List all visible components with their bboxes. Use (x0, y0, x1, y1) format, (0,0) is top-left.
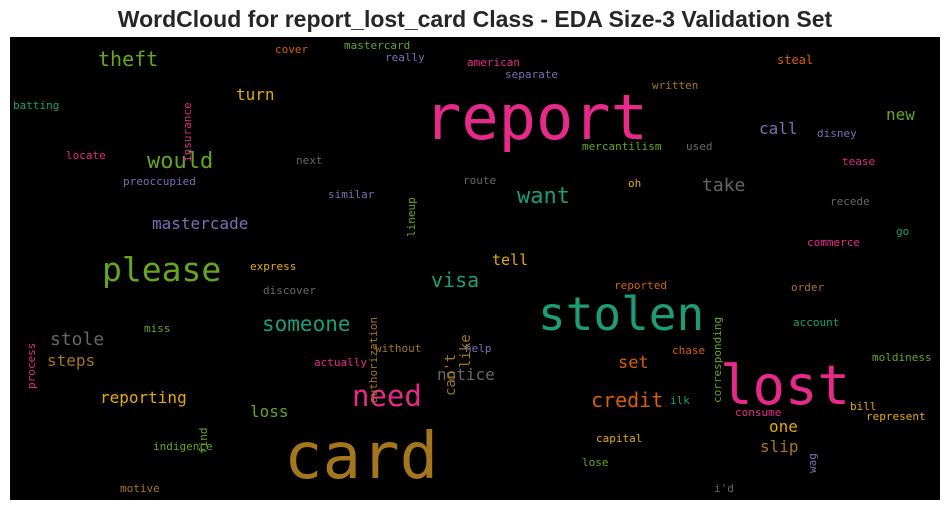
word-represent: represent (866, 410, 926, 423)
word-visa: visa (431, 268, 480, 292)
word-moldiness: moldiness (872, 351, 932, 364)
word-recede: recede (830, 195, 870, 208)
word-process: process (25, 342, 38, 390)
word-can-t: can't (443, 353, 459, 396)
word-commerce: commerce (807, 236, 860, 249)
word-similar: similar (328, 188, 375, 201)
word-take: take (702, 175, 746, 196)
word-would: would (147, 149, 214, 174)
word-turn: turn (236, 85, 275, 104)
word-slip: slip (760, 437, 799, 456)
word-report: report (424, 81, 648, 154)
word-mercantilism: mercantilism (582, 140, 662, 153)
word-mastercade: mastercade (152, 214, 249, 233)
word-stole: stole (50, 329, 105, 350)
word-separate: separate (505, 68, 558, 81)
word-call: call (759, 119, 798, 138)
word-please: please (102, 250, 222, 289)
word-steps: steps (47, 351, 96, 370)
word-actually: actually (314, 356, 367, 369)
word-locate: locate (66, 149, 106, 162)
word-route: route (463, 174, 497, 187)
word-go: go (896, 225, 910, 238)
word-theft: theft (98, 47, 159, 71)
word-credit: credit (591, 388, 664, 412)
word-mastercard: mastercard (344, 39, 411, 52)
word-corresponding: corresponding (711, 316, 724, 403)
word-set: set (618, 353, 649, 373)
word-preoccupied: preoccupied (123, 175, 196, 188)
word-notice: notice (437, 365, 495, 384)
word-someone: someone (262, 312, 351, 336)
word-american: american (467, 56, 520, 69)
word-written: written (652, 79, 699, 92)
word-steal: steal (777, 53, 814, 67)
word-oh: oh (628, 177, 642, 190)
word-tell: tell (492, 251, 529, 269)
word-lose: lose (582, 456, 609, 469)
word-lineup: lineup (405, 196, 418, 237)
word-wag: wag (806, 452, 819, 473)
word-cover: cover (275, 43, 309, 56)
word-next: next (296, 154, 323, 167)
word-want: want (517, 184, 570, 209)
word-account: account (793, 316, 840, 329)
word-one: one (769, 417, 798, 436)
word-order: order (791, 281, 825, 294)
word-express: express (250, 260, 297, 273)
word-without: without (375, 342, 422, 355)
word-stolen: stolen (538, 287, 705, 341)
word-lost: lost (720, 354, 851, 417)
word-reporting: reporting (100, 388, 187, 407)
word-used: used (686, 140, 713, 153)
word-reported: reported (614, 279, 667, 292)
word-insurance: insurance (181, 102, 194, 163)
word-batting: batting (13, 99, 60, 112)
word-disney: disney (817, 127, 857, 140)
word-ilk: ilk (670, 394, 690, 407)
word-indigence: indigence (153, 440, 213, 453)
word-really: really (385, 51, 425, 64)
word-i-d: i'd (714, 482, 734, 495)
chart-title: WordCloud for report_lost_card Class - E… (117, 6, 833, 32)
word-need: need (352, 379, 422, 413)
word-help: help (465, 342, 492, 355)
word-bill: bill (850, 400, 877, 413)
word-loss: loss (250, 402, 289, 421)
word-new: new (886, 105, 915, 124)
word-capital: capital (596, 432, 643, 445)
word-card: card (284, 420, 439, 494)
word-consume: consume (735, 406, 782, 419)
word-motive: motive (120, 482, 160, 495)
word-cloud: report card stolen lost please need someone wan… (10, 37, 940, 500)
word-discover: discover (263, 284, 316, 297)
word-chase: chase (672, 344, 706, 357)
word-tease: tease (842, 155, 876, 168)
word-miss: miss (144, 322, 171, 335)
word-authorization: authorization (367, 316, 380, 403)
